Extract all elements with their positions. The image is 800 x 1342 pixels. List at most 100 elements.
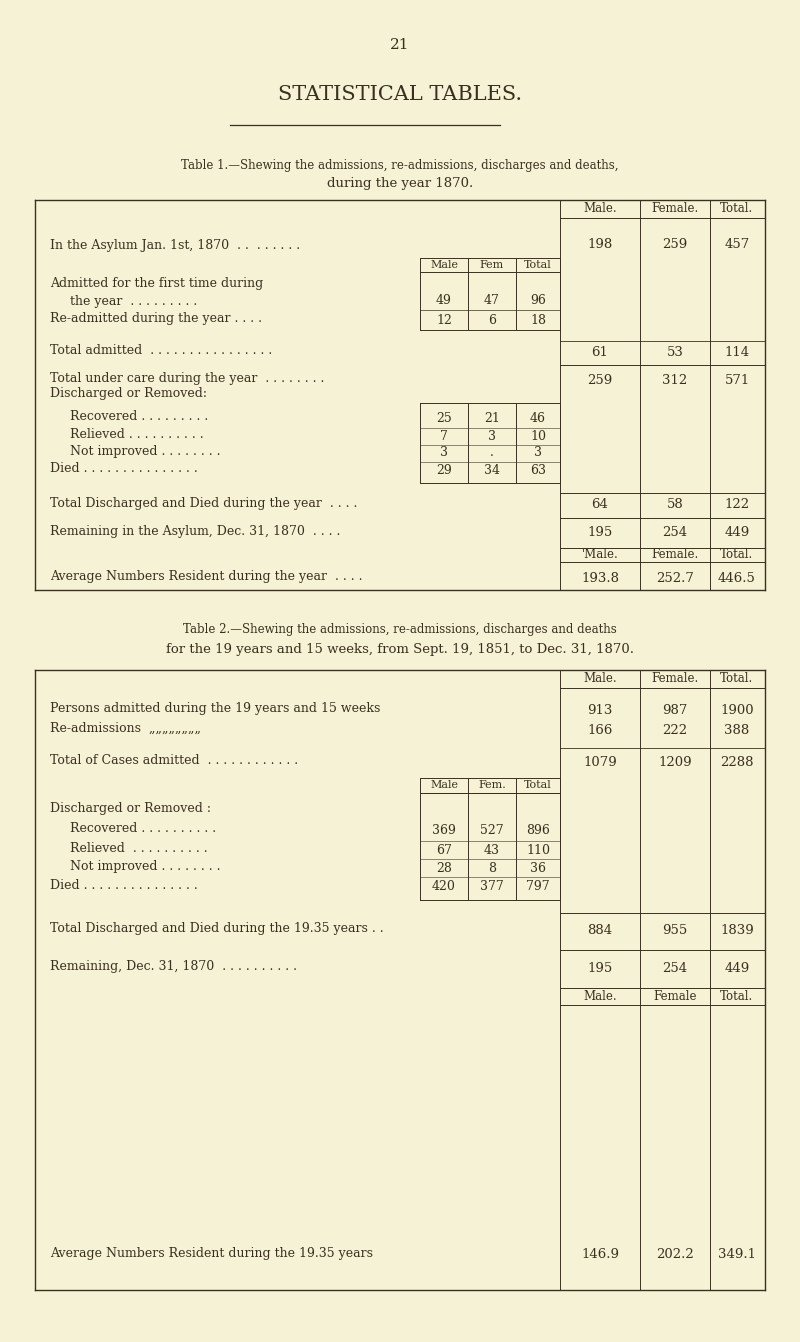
Text: 'Male.: 'Male. xyxy=(582,549,618,561)
Text: Admitted for the first time during: Admitted for the first time during xyxy=(50,276,263,290)
Text: 8: 8 xyxy=(488,862,496,875)
Text: 259: 259 xyxy=(587,373,613,386)
Text: STATISTICAL TABLES.: STATISTICAL TABLES. xyxy=(278,86,522,105)
Text: Female: Female xyxy=(654,989,697,1002)
Text: 58: 58 xyxy=(666,498,683,511)
Text: 195: 195 xyxy=(587,526,613,539)
Text: .: . xyxy=(490,447,494,459)
Text: 7: 7 xyxy=(440,429,448,443)
Text: Total.: Total. xyxy=(720,203,754,216)
Text: 47: 47 xyxy=(484,294,500,306)
Text: 2288: 2288 xyxy=(720,756,754,769)
Text: Total under care during the year  . . . . . . . .: Total under care during the year . . . .… xyxy=(50,372,324,385)
Text: Re-admissions  „„„„„„„„: Re-admissions „„„„„„„„ xyxy=(50,722,201,735)
Text: 252.7: 252.7 xyxy=(656,572,694,585)
Text: Remaining in the Asylum, Dec. 31, 1870  . . . .: Remaining in the Asylum, Dec. 31, 1870 .… xyxy=(50,525,340,538)
Text: 61: 61 xyxy=(591,345,609,358)
Text: Persons admitted during the 19 years and 15 weeks: Persons admitted during the 19 years and… xyxy=(50,702,380,715)
Text: Not improved . . . . . . . .: Not improved . . . . . . . . xyxy=(70,446,221,458)
Text: 29: 29 xyxy=(436,463,452,476)
Text: Remaining, Dec. 31, 1870  . . . . . . . . . .: Remaining, Dec. 31, 1870 . . . . . . . .… xyxy=(50,960,297,973)
Text: Re-admitted during the year . . . .: Re-admitted during the year . . . . xyxy=(50,311,262,325)
Text: Total: Total xyxy=(524,260,552,270)
Text: 987: 987 xyxy=(662,703,688,717)
Text: 63: 63 xyxy=(530,463,546,476)
Text: the year  . . . . . . . . .: the year . . . . . . . . . xyxy=(70,295,198,309)
Text: 166: 166 xyxy=(587,723,613,737)
Text: In the Asylum Jan. 1st, 1870  . .  . . . . . .: In the Asylum Jan. 1st, 1870 . . . . . .… xyxy=(50,239,300,252)
Text: 369: 369 xyxy=(432,824,456,836)
Text: 259: 259 xyxy=(662,239,688,251)
Text: 46: 46 xyxy=(530,412,546,424)
Text: 449: 449 xyxy=(724,961,750,974)
Text: 457: 457 xyxy=(724,239,750,251)
Text: Not improved . . . . . . . .: Not improved . . . . . . . . xyxy=(70,860,221,874)
Text: Total Discharged and Died during the year  . . . .: Total Discharged and Died during the yea… xyxy=(50,497,358,510)
Text: 64: 64 xyxy=(591,498,609,511)
Text: Male.: Male. xyxy=(583,672,617,686)
Text: Average Numbers Resident during the 19.35 years: Average Numbers Resident during the 19.3… xyxy=(50,1247,373,1260)
Text: Total.: Total. xyxy=(720,989,754,1002)
Text: 193.8: 193.8 xyxy=(581,572,619,585)
Text: 449: 449 xyxy=(724,526,750,539)
Text: 349.1: 349.1 xyxy=(718,1248,756,1261)
Text: 146.9: 146.9 xyxy=(581,1248,619,1261)
Text: 254: 254 xyxy=(662,961,687,974)
Text: 254: 254 xyxy=(662,526,687,539)
Text: Recovered . . . . . . . . .: Recovered . . . . . . . . . xyxy=(70,411,208,423)
Text: 53: 53 xyxy=(666,345,683,358)
Text: Table 1.—Shewing the admissions, re-admissions, discharges and deaths,: Table 1.—Shewing the admissions, re-admi… xyxy=(182,158,618,172)
Text: Average Numbers Resident during the year  . . . .: Average Numbers Resident during the year… xyxy=(50,570,362,582)
Text: Relieved  . . . . . . . . . .: Relieved . . . . . . . . . . xyxy=(70,841,208,855)
Text: Relieved . . . . . . . . . .: Relieved . . . . . . . . . . xyxy=(70,428,204,442)
Text: Male: Male xyxy=(430,260,458,270)
Text: 222: 222 xyxy=(662,723,687,737)
Text: 96: 96 xyxy=(530,294,546,306)
Text: Male: Male xyxy=(430,780,458,790)
Text: 122: 122 xyxy=(725,498,750,511)
Text: 913: 913 xyxy=(587,703,613,717)
Text: 797: 797 xyxy=(526,880,550,894)
Text: Total.: Total. xyxy=(720,672,754,686)
Text: 21: 21 xyxy=(484,412,500,424)
Text: 34: 34 xyxy=(484,463,500,476)
Text: Table 2.—Shewing the admissions, re-admissions, discharges and deaths: Table 2.—Shewing the admissions, re-admi… xyxy=(183,624,617,636)
Text: Fem: Fem xyxy=(480,260,504,270)
Text: 896: 896 xyxy=(526,824,550,836)
Text: 1839: 1839 xyxy=(720,923,754,937)
Text: 571: 571 xyxy=(724,373,750,386)
Text: for the 19 years and 15 weeks, from Sept. 19, 1851, to Dec. 31, 1870.: for the 19 years and 15 weeks, from Sept… xyxy=(166,644,634,656)
Text: Died . . . . . . . . . . . . . . .: Died . . . . . . . . . . . . . . . xyxy=(50,462,198,475)
Text: Male.: Male. xyxy=(583,989,617,1002)
Text: 3: 3 xyxy=(534,447,542,459)
Text: 21: 21 xyxy=(390,38,410,52)
Text: Female.: Female. xyxy=(651,549,698,561)
Text: 955: 955 xyxy=(662,923,688,937)
Text: Female.: Female. xyxy=(651,672,698,686)
Text: 202.2: 202.2 xyxy=(656,1248,694,1261)
Text: Total Discharged and Died during the 19.35 years . .: Total Discharged and Died during the 19.… xyxy=(50,922,384,935)
Text: Male.: Male. xyxy=(583,203,617,216)
Text: 195: 195 xyxy=(587,961,613,974)
Text: 377: 377 xyxy=(480,880,504,894)
Text: Female.: Female. xyxy=(651,203,698,216)
Text: 3: 3 xyxy=(488,429,496,443)
Text: 6: 6 xyxy=(488,314,496,326)
Text: 388: 388 xyxy=(724,723,750,737)
Text: Recovered . . . . . . . . . .: Recovered . . . . . . . . . . xyxy=(70,823,216,835)
Text: 12: 12 xyxy=(436,314,452,326)
Text: 25: 25 xyxy=(436,412,452,424)
Text: 312: 312 xyxy=(662,373,688,386)
Text: 114: 114 xyxy=(725,345,750,358)
Text: during the year 1870.: during the year 1870. xyxy=(327,177,473,189)
Text: 3: 3 xyxy=(440,447,448,459)
Text: 36: 36 xyxy=(530,862,546,875)
Text: Total of Cases admitted  . . . . . . . . . . . .: Total of Cases admitted . . . . . . . . … xyxy=(50,754,298,768)
Text: 420: 420 xyxy=(432,880,456,894)
Text: 446.5: 446.5 xyxy=(718,572,756,585)
Text: 10: 10 xyxy=(530,429,546,443)
Text: 1209: 1209 xyxy=(658,756,692,769)
Text: 527: 527 xyxy=(480,824,504,836)
Text: 43: 43 xyxy=(484,844,500,856)
Text: 1079: 1079 xyxy=(583,756,617,769)
